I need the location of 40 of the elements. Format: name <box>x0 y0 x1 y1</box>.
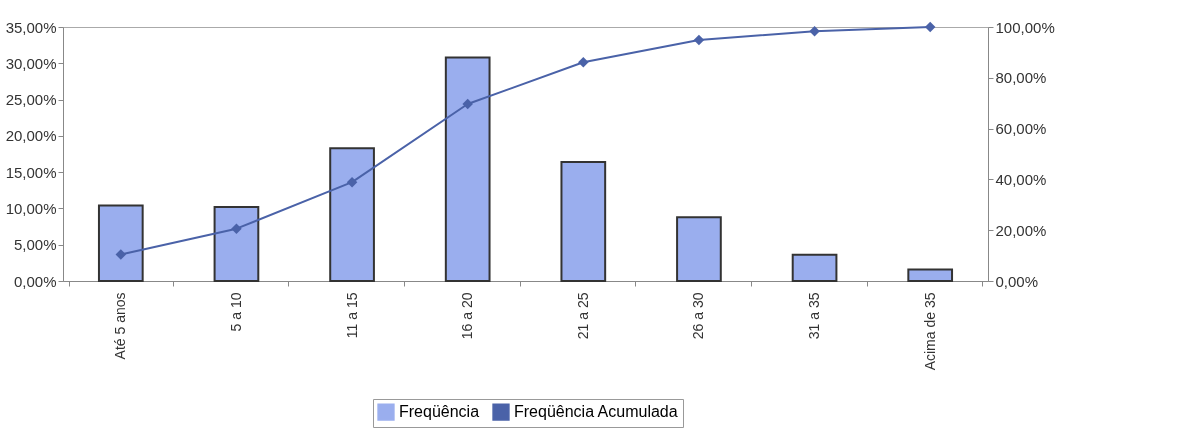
legend-label: Freqüência Acumulada <box>514 403 678 421</box>
point <box>693 34 705 46</box>
legend-label: Freqüência <box>399 403 480 421</box>
point <box>809 26 820 37</box>
y2-tick-label: 60,00% <box>995 120 1047 138</box>
bar <box>560 160 607 282</box>
y-tick-label: 25,00% <box>5 91 57 109</box>
point <box>115 249 127 260</box>
x-tick-label: 16 a 20 <box>459 292 476 340</box>
bar <box>907 268 954 282</box>
bar <box>676 216 722 282</box>
x-tick-label: 21 a 25 <box>574 292 591 340</box>
x-tick-label: Até 5 anos <box>112 292 129 360</box>
y-tick-label: 30,00% <box>5 54 57 72</box>
bar <box>444 56 491 282</box>
y-tick-label: 5,00% <box>13 236 57 254</box>
y2-tick-label: 100,00% <box>995 18 1055 36</box>
y-tick-label: 20,00% <box>5 127 57 145</box>
y-tick-label: 0,00% <box>13 272 57 290</box>
bar <box>329 147 375 282</box>
point <box>578 57 589 68</box>
x-tick-label: 31 a 35 <box>806 292 823 340</box>
x-tick-label: Acima de 35 <box>921 292 938 371</box>
x-tick-label: 11 a 15 <box>343 292 360 339</box>
bar <box>791 253 838 282</box>
point <box>924 21 936 33</box>
y2-tick-label: 20,00% <box>995 221 1047 239</box>
bar <box>97 204 144 282</box>
point <box>346 176 358 188</box>
x-tick-label: 26 a 30 <box>690 292 707 340</box>
bar <box>213 205 260 282</box>
y-tick-label: 10,00% <box>5 199 57 217</box>
y2-tick-label: 0,00% <box>995 272 1039 290</box>
point <box>462 98 473 110</box>
y2-tick-label: 80,00% <box>995 69 1047 87</box>
y-tick-label: 15,00% <box>5 163 57 181</box>
y-tick-label: 35,00% <box>5 18 57 36</box>
point <box>231 223 242 234</box>
x-tick-label: 5 a 10 <box>227 292 244 332</box>
y2-tick-label: 40,00% <box>995 170 1047 188</box>
